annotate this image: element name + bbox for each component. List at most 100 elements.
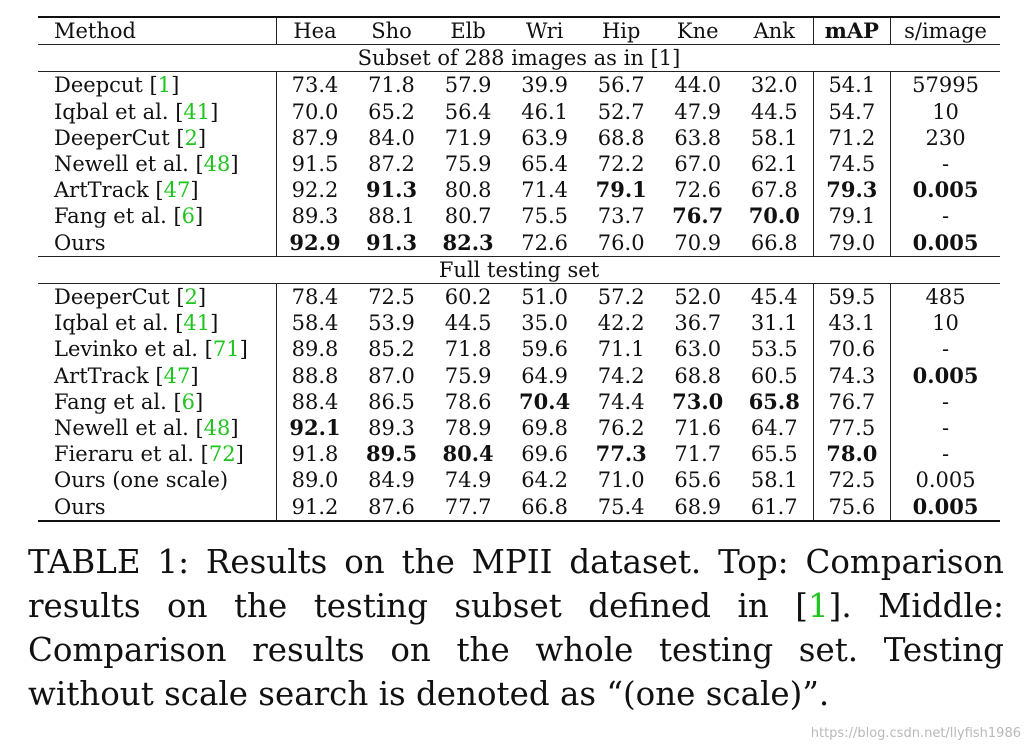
- value-cell: 75.9: [444, 363, 492, 388]
- value-cell: -: [890, 203, 1000, 230]
- value-cell: 67.8: [750, 178, 798, 203]
- method-name: Deepcut: [54, 73, 143, 98]
- method-cell: Newell et al. [48]: [54, 152, 239, 177]
- value-cell: 65.6: [674, 468, 722, 493]
- value-cell: 78.6: [444, 389, 492, 414]
- value-cell: 64.9: [521, 363, 569, 388]
- value-cell: 57.9: [444, 73, 492, 98]
- value-cell: 63.8: [674, 125, 722, 150]
- value-cell: 80.8: [444, 178, 492, 203]
- table-row: DeeperCut [2] 87.9 84.0 71.9 63.9 68.8 63.8 58.…: [38, 124, 1000, 152]
- value-cell: 54.7: [812, 98, 891, 125]
- value-cell: 74.9: [444, 468, 492, 493]
- value-cell: 79.3: [812, 177, 891, 204]
- header-sho: Sho: [353, 17, 430, 46]
- value-cell: 56.4: [444, 99, 492, 124]
- value-cell: 76.7: [672, 203, 724, 229]
- value-cell: 74.2: [597, 363, 645, 388]
- value-cell: -: [890, 388, 1000, 416]
- method-name: Newell et al.: [54, 152, 189, 177]
- section-title-row: Subset of 288 images as in [1]: [38, 44, 1000, 73]
- value-cell: 52.7: [597, 99, 645, 124]
- value-cell: 78.9: [444, 416, 492, 441]
- header-wri: Wri: [506, 17, 583, 46]
- value-cell: 75.4: [597, 494, 645, 519]
- citation-ref: 48: [203, 152, 231, 177]
- method-cell: Levinko et al. [71]: [54, 337, 248, 362]
- value-cell: 71.1: [597, 337, 645, 362]
- value-cell: 46.1: [521, 99, 569, 124]
- value-cell: 84.0: [368, 125, 415, 150]
- value-cell: 45.4: [750, 285, 798, 310]
- header-hip: Hip: [582, 17, 660, 46]
- method-cell: DeeperCut [2]: [54, 285, 207, 310]
- citation-ref: 41: [183, 311, 211, 336]
- value-cell: 0.005: [890, 467, 1000, 494]
- method-cell: ArtTrack [47]: [54, 178, 199, 203]
- value-cell: 71.8: [444, 337, 492, 362]
- value-cell: -: [890, 415, 1000, 442]
- value-cell: 91.8: [275, 441, 354, 468]
- value-cell: 0.005: [890, 229, 1000, 257]
- value-cell: 63.9: [521, 125, 569, 150]
- value-cell: 65.5: [750, 442, 798, 467]
- method-name: ArtTrack: [54, 363, 149, 388]
- table-body: Subset of 288 images as in [1] Deepcut [1…: [38, 44, 1000, 521]
- table-row: DeeperCut [2] 78.4 72.5 60.2 51.0 57.2 52.0 45.…: [38, 283, 1000, 311]
- value-cell: 78.4: [275, 283, 354, 311]
- value-cell: 79.1: [812, 203, 891, 230]
- value-cell: 71.0: [597, 468, 645, 493]
- value-cell: 56.7: [597, 73, 645, 98]
- value-cell: 36.7: [674, 311, 722, 336]
- value-cell: 71.7: [674, 442, 722, 467]
- value-cell: 69.6: [521, 442, 569, 467]
- results-table: Method Hea Sho Elb Wri Hip Kne Ank mAP s…: [38, 16, 1000, 522]
- table-row: Fang et al. [6] 89.3 88.1 80.7 75.5 73.7 76.7 7…: [38, 203, 1000, 230]
- value-cell: 86.5: [368, 389, 415, 414]
- table-row: Fieraru et al. [72] 91.8 89.5 80.4 69.6 77.3 7…: [38, 441, 1000, 468]
- value-cell: 72.2: [597, 152, 645, 177]
- table-row: ArtTrack [47] 88.8 87.0 75.9 64.9 74.2 68.8 60.…: [38, 362, 1000, 389]
- value-cell: 71.4: [521, 178, 569, 203]
- table-row: Deepcut [1] 73.4 71.8 57.9 39.9 56.7 44.0 32.0 5…: [38, 71, 1000, 99]
- value-cell: 53.5: [750, 337, 798, 362]
- value-cell: 92.1: [275, 415, 354, 442]
- value-cell: 91.5: [275, 151, 354, 178]
- method-name: Ours: [54, 230, 106, 255]
- value-cell: 88.4: [275, 388, 354, 416]
- citation-ref: 2: [184, 125, 198, 150]
- value-cell: 84.9: [368, 468, 415, 493]
- value-cell: 485: [890, 283, 1000, 311]
- citation-ref: 72: [208, 442, 236, 467]
- value-cell: 73.4: [275, 71, 354, 99]
- value-cell: 70.6: [812, 336, 891, 363]
- value-cell: 35.0: [521, 311, 569, 336]
- value-cell: 79.0: [812, 229, 891, 257]
- section-title: Subset of 288 images as in [1]: [38, 44, 1000, 73]
- value-cell: 77.3: [595, 441, 647, 467]
- value-cell: 32.0: [750, 73, 798, 98]
- table-row: Iqbal et al. [41] 58.4 53.9 44.5 35.0 42.2 36.…: [38, 310, 1000, 337]
- table-row: Fang et al. [6] 88.4 86.5 78.6 70.4 74.4 73.0 6…: [38, 388, 1000, 416]
- table-row: Ours (one scale) 89.0 84.9 74.9 64.2 71.0 65.6…: [38, 467, 1000, 494]
- value-cell: 79.1: [595, 177, 647, 203]
- value-cell: 58.1: [750, 125, 798, 150]
- method-name: Iqbal et al.: [54, 99, 169, 124]
- value-cell: 87.0: [368, 363, 415, 388]
- value-cell: 63.0: [674, 337, 722, 362]
- value-cell: 58.1: [750, 468, 798, 493]
- value-cell: 64.2: [521, 468, 569, 493]
- method-name: Fieraru et al.: [54, 442, 194, 467]
- value-cell: 60.5: [750, 363, 798, 388]
- value-cell: 44.5: [444, 311, 492, 336]
- value-cell: 87.6: [368, 494, 415, 519]
- value-cell: 89.3: [275, 203, 354, 230]
- table-row: Ours 91.2 87.6 77.7 66.8 75.4 68.9 61.7 75.6 0.00…: [38, 493, 1000, 521]
- value-cell: 51.0: [521, 285, 569, 310]
- value-cell: 71.8: [368, 73, 415, 98]
- value-cell: 54.1: [812, 71, 891, 99]
- value-cell: 72.6: [674, 178, 722, 203]
- method-cell: Newell et al. [48]: [54, 416, 239, 441]
- value-cell: 10: [890, 98, 1000, 125]
- method-name: Fang et al.: [54, 204, 167, 229]
